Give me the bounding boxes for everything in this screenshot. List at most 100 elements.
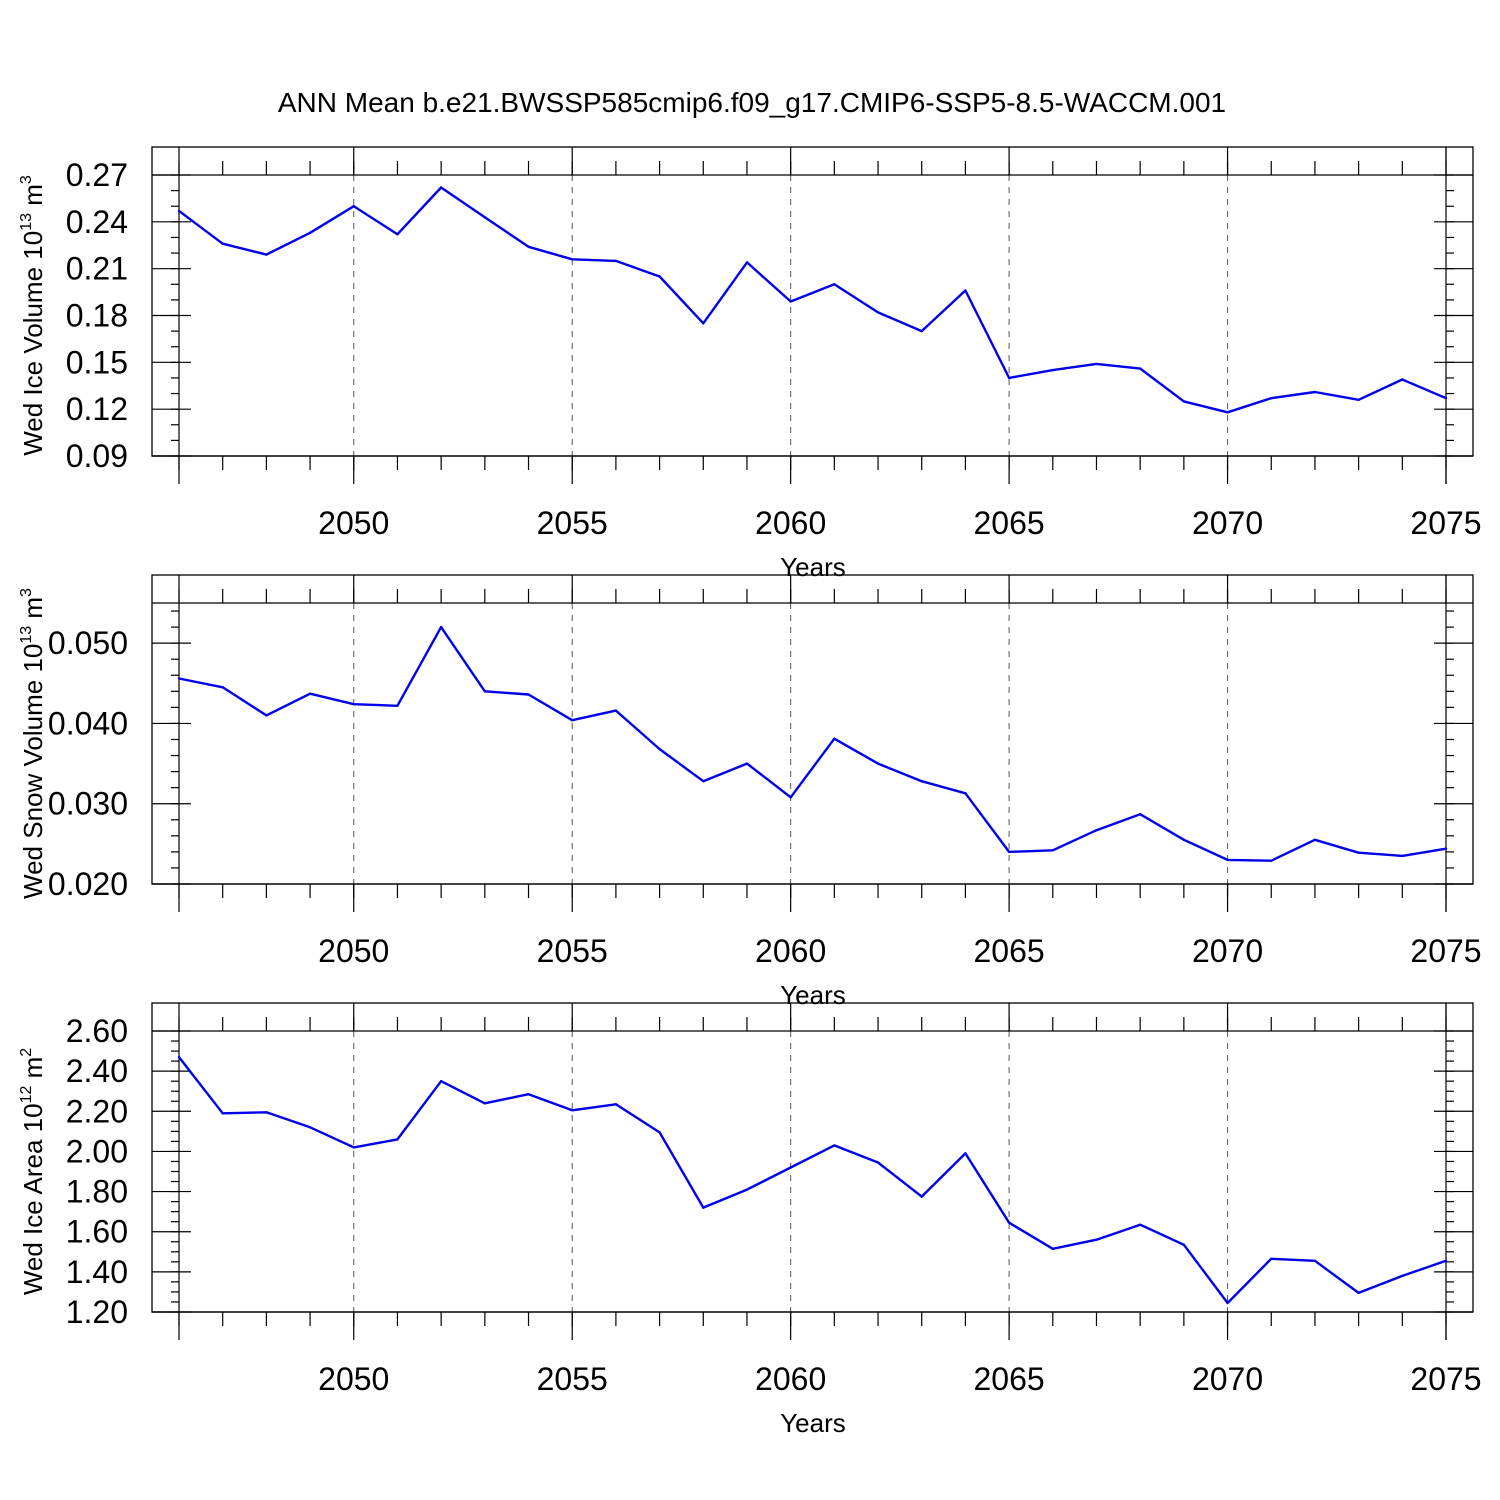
data-point [265,714,268,717]
y-tick-label: 1.80 [66,1174,128,1210]
data-point [1270,1257,1273,1261]
data-point [1313,838,1317,842]
data-point [1182,400,1186,403]
data-point [308,692,312,695]
data-point [1051,849,1054,852]
series-line [178,625,1447,862]
data-point [920,780,923,783]
y-tick-label: 0.050 [48,625,128,661]
data-point [483,690,487,693]
data-point [745,762,749,765]
y-tick-label: 0.020 [48,866,128,902]
data-point [1226,1301,1229,1305]
x-tick-label: 2050 [318,505,389,541]
data-point [920,329,923,333]
x-tick-label: 2070 [1192,505,1263,541]
data-point [658,275,661,278]
data-point [352,1146,355,1149]
data-point [1007,1221,1011,1224]
data-point [833,283,836,286]
data-point [658,1131,661,1134]
data-point [702,1206,705,1209]
x-tick-label: 2050 [318,933,389,969]
data-point [964,792,967,795]
data-point [1444,847,1448,850]
data-point [614,709,618,712]
data-point [221,1112,224,1115]
y-tick-label: 0.030 [48,786,128,822]
data-point [308,231,312,234]
plot-frame [151,146,1474,457]
x-tick-label: 2075 [1410,505,1481,541]
y-tick-label: 0.27 [66,157,128,193]
data-point [745,1188,749,1191]
data-point [702,780,705,783]
data-point [571,258,574,261]
data-point [833,1144,836,1147]
data-point [1226,411,1229,414]
y-tick-label: 0.21 [66,251,128,287]
data-point [1182,838,1186,842]
data-point [1182,1243,1186,1246]
data-point [1138,812,1142,816]
x-tick-label: 2050 [318,1361,389,1397]
data-point [702,322,705,325]
data-point [265,253,268,256]
data-point [221,686,224,689]
data-point [1444,1259,1448,1263]
x-tick-label: 2060 [755,1361,826,1397]
y-tick-label: 2.40 [66,1053,128,1089]
data-point [396,1138,399,1141]
data-point [1357,851,1360,854]
data-point [964,1152,967,1155]
data-point [483,1102,487,1105]
data-point [527,693,530,696]
data-point [571,1109,574,1112]
data-point [571,719,574,722]
data-point [1095,829,1098,832]
x-tick-label: 2070 [1192,1361,1263,1397]
y-tick-label: 2.60 [66,1013,128,1049]
x-tick-label: 2070 [1192,933,1263,969]
x-tick-label: 2065 [974,1361,1045,1397]
data-point [527,1093,530,1096]
data-point [439,186,443,189]
data-point [1444,397,1448,400]
data-point [527,245,530,249]
x-tick-label: 2065 [974,505,1045,541]
data-point [439,1079,443,1083]
y-tick-label: 0.24 [66,204,128,240]
data-point [352,205,355,208]
data-point [1138,367,1142,370]
y-tick-label: 0.040 [48,705,128,741]
data-point [614,1103,618,1106]
plot-frame [151,574,1474,885]
x-axis-label: Years [780,1408,846,1438]
data-point [177,1055,181,1059]
y-tick-label: 2.20 [66,1093,128,1129]
data-point [439,625,443,629]
data-point [614,259,618,263]
panel-ice-volume: 0.09 0.12 0.15 0.18 0.21 0.24 0.27 2050 2055 2060… [18,146,1482,582]
data-point [1138,1223,1142,1226]
chart-title: ANN Mean b.e21.BWSSP585cmip6.f09_g17.CMI… [278,87,1226,118]
data-point [1007,850,1011,854]
x-tick-label: 2055 [537,933,608,969]
data-point [1051,368,1054,372]
x-tick-label: 2075 [1410,1361,1481,1397]
data-point [1007,376,1011,380]
data-point [1270,859,1273,862]
y-tick-label: 0.09 [66,438,128,474]
data-point [1401,1274,1404,1278]
data-point [658,747,661,751]
data-point [876,762,880,765]
y-tick-label: 0.18 [66,298,128,334]
y-axis-label: Wed Ice Area 1012 m2 [18,1048,48,1295]
data-point [1401,854,1404,858]
panel-snow-volume: 0.020 0.030 0.040 0.050 2050 2055 2060 2065 2070… [18,574,1482,1010]
data-point [396,233,399,236]
y-tick-label: 1.60 [66,1214,128,1250]
data-point [745,261,749,264]
data-point [833,737,836,740]
